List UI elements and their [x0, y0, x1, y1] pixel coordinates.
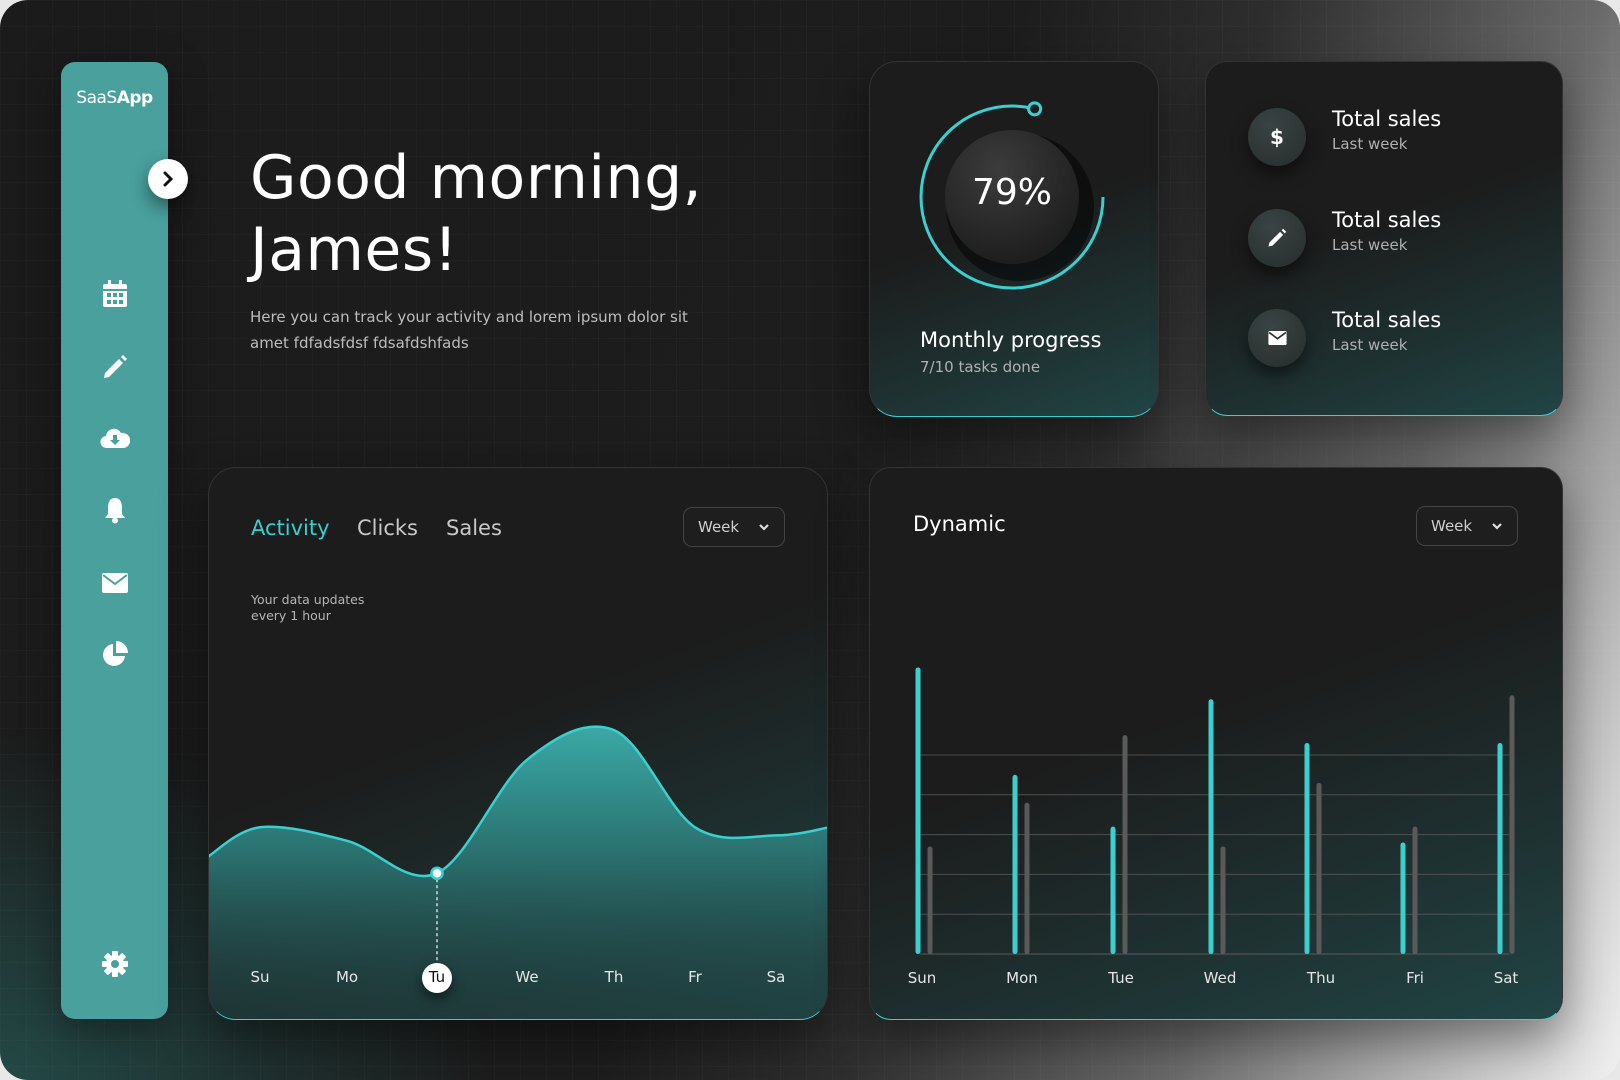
sidebar-item-cloud[interactable]: [95, 418, 135, 458]
x-tick-label[interactable]: Tu: [428, 968, 446, 986]
progress-percent: 79%: [971, 172, 1052, 213]
sales-item[interactable]: Total sales Last week: [1248, 308, 1548, 368]
data-update-note: Your data updates every 1 hour: [251, 592, 411, 624]
chevron-down-icon: [759, 524, 769, 531]
x-tick-label: Tue: [1107, 969, 1134, 987]
page-title: Good morning, James!: [250, 142, 702, 286]
bar-primary[interactable]: [1400, 842, 1406, 954]
sales-item[interactable]: $ Total sales Last week: [1248, 107, 1548, 167]
pencil-icon: [1268, 228, 1287, 247]
sales-item-icon: $: [1248, 108, 1306, 166]
selected-day-marker: [422, 963, 452, 993]
sidebar-item-edit[interactable]: [95, 347, 135, 387]
mail-icon: [102, 573, 128, 593]
chevron-right-icon: [163, 171, 174, 187]
sidebar-item-reports[interactable]: [95, 634, 135, 674]
progress-ring: [919, 101, 1105, 290]
note-line-2: every 1 hour: [251, 608, 331, 623]
sales-item-subtitle: Last week: [1332, 135, 1408, 153]
area-fill: [209, 726, 827, 1019]
x-tick-label[interactable]: Sa: [766, 968, 786, 986]
x-tick-label[interactable]: Fr: [688, 968, 702, 986]
activity-period-select[interactable]: Week: [683, 507, 785, 547]
ring-inner-disc: [945, 130, 1079, 264]
period-value: Week: [1431, 517, 1473, 535]
bar-primary[interactable]: [1304, 743, 1310, 954]
sidebar: SaaSApp: [61, 62, 168, 1019]
chevron-down-icon: [1492, 523, 1502, 530]
sales-item-title: Total sales: [1332, 107, 1442, 131]
sidebar-toggle-button[interactable]: [148, 159, 188, 199]
logo-bold: App: [116, 88, 154, 108]
cloud-download-icon: [100, 428, 130, 449]
sales-item-icon: [1248, 209, 1306, 267]
pie-chart-icon: [103, 641, 128, 666]
bar-secondary[interactable]: [927, 846, 933, 954]
x-tick-label[interactable]: Su: [250, 968, 270, 986]
tab-clicks[interactable]: Clicks: [357, 516, 418, 540]
sidebar-item-mail[interactable]: [95, 563, 135, 603]
activity-card: Activity Clicks Sales Week Your data upd…: [208, 467, 828, 1020]
svg-text:$: $: [1270, 126, 1284, 148]
sidebar-item-calendar[interactable]: [95, 274, 135, 314]
bar-secondary[interactable]: [1024, 802, 1030, 954]
sidebar-item-settings[interactable]: [95, 944, 135, 984]
monthly-progress-subtitle: 7/10 tasks done: [920, 358, 1041, 376]
x-tick-label: Thu: [1306, 969, 1335, 987]
sales-item[interactable]: Total sales Last week: [1248, 208, 1548, 268]
sidebar-item-notifications[interactable]: [95, 490, 135, 530]
monthly-progress-title: Monthly progress: [920, 328, 1102, 352]
bar-secondary[interactable]: [1412, 826, 1418, 954]
x-tick-label: Mon: [1006, 969, 1038, 987]
sales-item-icon: [1248, 309, 1306, 367]
bar-primary[interactable]: [1110, 826, 1116, 954]
area-line: [209, 725, 827, 878]
period-value: Week: [698, 518, 740, 536]
sales-item-title: Total sales: [1332, 308, 1442, 332]
bar-secondary[interactable]: [1509, 695, 1515, 954]
bar-primary[interactable]: [1012, 774, 1018, 954]
bar-secondary[interactable]: [1316, 782, 1322, 954]
greeting-line-1: Good morning,: [250, 143, 703, 213]
dynamic-card: Dynamic Week Sun Mon Tue Wed Thu Fri Sat: [869, 467, 1563, 1020]
dynamic-title: Dynamic: [913, 512, 1006, 536]
logo-light: SaaS: [76, 88, 117, 108]
x-tick-label: Wed: [1204, 969, 1237, 987]
bar-secondary[interactable]: [1220, 846, 1226, 954]
bar-primary[interactable]: [1208, 699, 1214, 954]
sales-item-title: Total sales: [1332, 208, 1442, 232]
x-tick-label[interactable]: Th: [604, 968, 624, 986]
tab-activity[interactable]: Activity: [251, 516, 330, 540]
sales-summary-card: $ Total sales Last week Total sales Last…: [1205, 61, 1563, 416]
mail-icon: [1267, 331, 1287, 345]
area-point-highlight[interactable]: [430, 866, 444, 880]
sales-item-subtitle: Last week: [1332, 236, 1408, 254]
ring-arc: [919, 104, 1105, 290]
sales-item-subtitle: Last week: [1332, 336, 1408, 354]
x-tick-label[interactable]: Mo: [335, 968, 359, 986]
calendar-icon: [103, 280, 127, 307]
monthly-progress-card: 79% Monthly progress 7/10 tasks done: [869, 61, 1159, 417]
logo[interactable]: SaaSApp: [61, 88, 168, 108]
dollar-icon: $: [1270, 126, 1284, 148]
bar-primary[interactable]: [915, 667, 921, 954]
tab-sales[interactable]: Sales: [446, 516, 502, 540]
x-tick-label: Sun: [908, 969, 937, 987]
bar-primary[interactable]: [1497, 743, 1503, 954]
page-subtitle: Here you can track your activity and lor…: [250, 308, 688, 352]
dynamic-bar-chart: Sun Mon Tue Wed Thu Fri Sat: [908, 667, 1519, 987]
gear-icon: [102, 951, 128, 977]
greeting-line-2: James!: [250, 215, 459, 285]
pencil-icon: [104, 355, 127, 378]
x-tick-label: Fri: [1406, 969, 1424, 987]
bell-icon: [105, 498, 125, 524]
bar-secondary[interactable]: [1122, 735, 1128, 954]
x-tick-label: Sat: [1494, 969, 1519, 987]
dynamic-period-select[interactable]: Week: [1416, 506, 1518, 546]
x-tick-label[interactable]: We: [515, 968, 539, 986]
note-line-1: Your data updates: [251, 592, 365, 607]
activity-area-chart: [209, 725, 827, 1019]
ring-end-knob: [1027, 101, 1043, 117]
